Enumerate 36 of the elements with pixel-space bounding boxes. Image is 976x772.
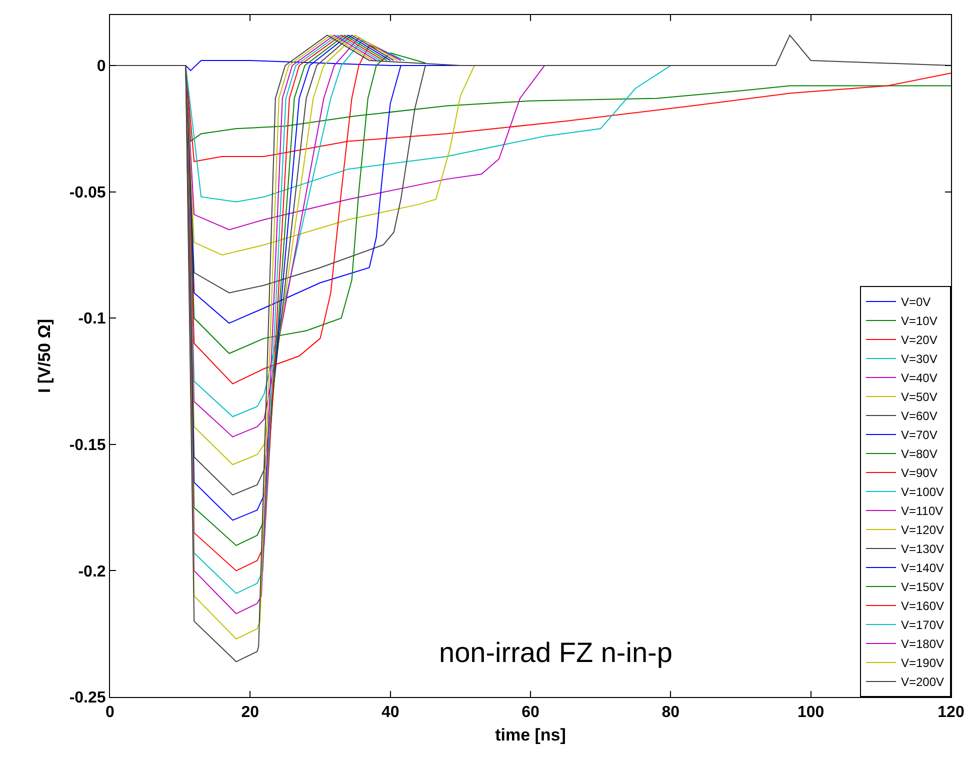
y-tick-label: -0.2 [78, 563, 106, 580]
legend-label: V=190V [901, 656, 944, 670]
legend-label: V=180V [901, 637, 944, 652]
legend-label: V=140V [901, 561, 944, 576]
x-tick-label: 100 [797, 704, 824, 722]
legend-label: V=100V [901, 485, 944, 500]
x-axis-title: time [ns] [495, 726, 566, 745]
y-tick-label: -0.1 [78, 310, 106, 328]
legend-label: V=10V [901, 314, 938, 328]
legend-label: V=120V [901, 523, 944, 538]
y-tick-label: 0 [96, 58, 106, 76]
legend-label: V=80V [901, 447, 938, 462]
annotation: non-irrad FZ n-in-p [439, 637, 672, 668]
legend-label: V=170V [901, 618, 944, 632]
legend-label: V=160V [901, 599, 944, 614]
legend-label: V=70V [901, 428, 938, 442]
x-tick-label: 40 [381, 704, 400, 722]
legend-label: V=90V [901, 466, 938, 480]
legend-label: V=130V [901, 542, 944, 556]
legend-label: V=50V [901, 390, 938, 404]
x-tick-label: 20 [241, 704, 260, 722]
legend-label: V=40V [901, 371, 938, 386]
y-axis-title: I [V/50 Ω] [34, 318, 54, 394]
legend-label: V=30V [901, 352, 938, 366]
x-tick-label: 60 [522, 704, 540, 722]
legend-label: V=200V [901, 675, 944, 690]
legend-label: V=110V [901, 504, 944, 518]
y-tick-label: -0.15 [69, 437, 106, 454]
x-tick-label: 80 [662, 704, 680, 722]
legend-label: V=150V [901, 580, 944, 594]
legend-label: V=0V [901, 295, 931, 310]
y-tick-label: -0.05 [69, 184, 106, 202]
legend-label: V=60V [901, 409, 938, 424]
y-tick-label: -0.25 [69, 690, 106, 707]
x-tick-label: 120 [938, 704, 964, 722]
legend-label: V=20V [901, 333, 938, 348]
